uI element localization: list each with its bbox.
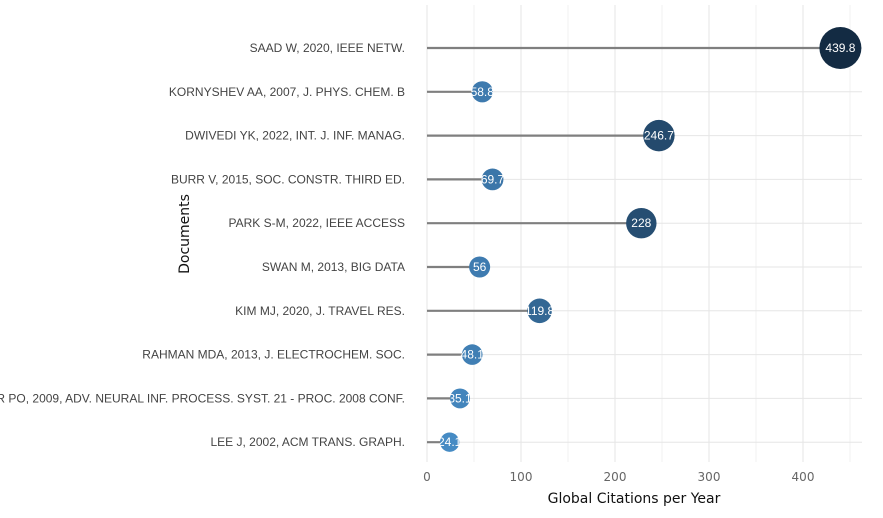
x-tick-label: 200 — [604, 470, 627, 484]
data-label: 24.1 — [438, 435, 462, 449]
x-tick-label: 300 — [698, 470, 721, 484]
stem-layer — [427, 48, 840, 442]
y-axis-title: Documents — [177, 194, 193, 274]
data-label: 439.8 — [825, 41, 855, 55]
x-axis-title: Global Citations per Year — [548, 491, 721, 507]
data-label: 56 — [473, 260, 487, 274]
category-label: DWIVEDI YK, 2022, INT. J. INF. MANAG. — [185, 129, 405, 143]
x-tick-label: 100 — [510, 470, 533, 484]
category-label: SWAN M, 2013, BIG DATA — [262, 260, 405, 274]
x-tick-label: 400 — [792, 470, 815, 484]
category-label: KORNYSHEV AA, 2007, J. PHYS. CHEM. B — [169, 85, 405, 99]
label-layer: 0 100 200 300 400 SAAD W, 2020, IEEE NETW. 439… — [0, 41, 856, 484]
data-label: 48.1 — [461, 348, 485, 362]
data-label: 119.8 — [525, 304, 554, 318]
category-label: BURR V, 2015, SOC. CONSTR. THIRD ED. — [171, 172, 405, 186]
data-label: 69.7 — [481, 172, 505, 186]
data-label: 58.8 — [471, 85, 495, 99]
category-label: RAHMAN MDA, 2013, J. ELECTROCHEM. SOC. — [142, 348, 405, 362]
category-label: PARK S-M, 2022, IEEE ACCESS — [228, 216, 405, 230]
category-label: HOYER PO, 2009, ADV. NEURAL INF. PROCESS… — [0, 391, 405, 405]
x-tick-label: 0 — [423, 470, 431, 484]
data-label: 228 — [631, 216, 651, 230]
data-label: 35.1 — [448, 391, 472, 405]
category-label: LEE J, 2002, ACM TRANS. GRAPH. — [210, 435, 405, 449]
data-label: 246.7 — [644, 129, 674, 143]
dot-layer — [440, 27, 861, 452]
category-label: KIM MJ, 2020, J. TRAVEL RES. — [235, 304, 405, 318]
category-label: SAAD W, 2020, IEEE NETW. — [250, 41, 405, 55]
